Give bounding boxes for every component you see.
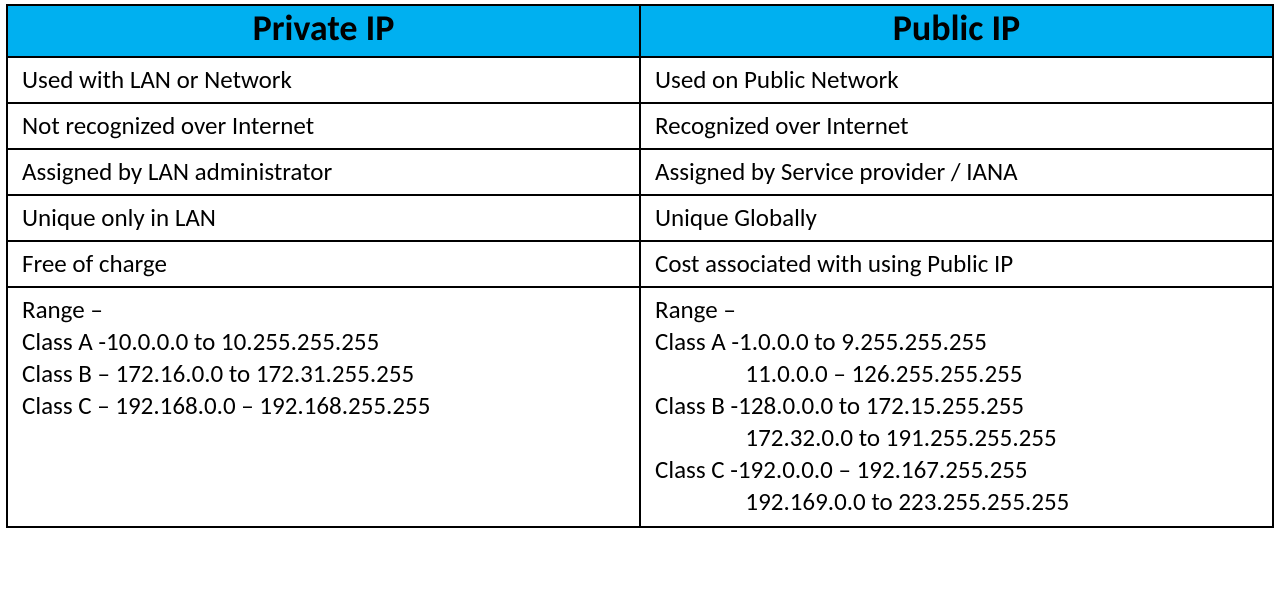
cell-private: Not recognized over Internet	[7, 103, 640, 149]
cell-private: Free of charge	[7, 241, 640, 287]
cell-private-range: Range – Class A -10.0.0.0 to 10.255.255.…	[7, 287, 640, 527]
range-line: Class A -1.0.0.0 to 9.255.255.255	[655, 326, 1260, 358]
range-line: Range –	[22, 294, 627, 326]
range-line: Class C -192.0.0.0 – 192.167.255.255	[655, 454, 1260, 486]
table-row: Not recognized over Internet Recognized …	[7, 103, 1273, 149]
cell-private: Used with LAN or Network	[7, 57, 640, 103]
range-line: Class C – 192.168.0.0 – 192.168.255.255	[22, 390, 627, 422]
cell-public-range: Range – Class A -1.0.0.0 to 9.255.255.25…	[640, 287, 1273, 527]
range-line: 192.169.0.0 to 223.255.255.255	[655, 486, 1260, 518]
range-line: Class A -10.0.0.0 to 10.255.255.255	[22, 326, 627, 358]
cell-public: Cost associated with using Public IP	[640, 241, 1273, 287]
cell-public: Unique Globally	[640, 195, 1273, 241]
range-line: Range –	[655, 294, 1260, 326]
cell-private: Unique only in LAN	[7, 195, 640, 241]
col-header-public: Public IP	[640, 5, 1273, 57]
table-row: Assigned by LAN administrator Assigned b…	[7, 149, 1273, 195]
table-header-row: Private IP Public IP	[7, 5, 1273, 57]
ip-comparison-table: Private IP Public IP Used with LAN or Ne…	[6, 4, 1274, 528]
page-container: Private IP Public IP Used with LAN or Ne…	[0, 0, 1280, 591]
cell-private: Assigned by LAN administrator	[7, 149, 640, 195]
cell-public: Used on Public Network	[640, 57, 1273, 103]
col-header-private: Private IP	[7, 5, 640, 57]
table-row: Used with LAN or Network Used on Public …	[7, 57, 1273, 103]
range-line: 11.0.0.0 – 126.255.255.255	[655, 358, 1260, 390]
table-row: Unique only in LAN Unique Globally	[7, 195, 1273, 241]
range-line: 172.32.0.0 to 191.255.255.255	[655, 422, 1260, 454]
range-line: Class B -128.0.0.0 to 172.15.255.255	[655, 390, 1260, 422]
cell-public: Recognized over Internet	[640, 103, 1273, 149]
cell-public: Assigned by Service provider / IANA	[640, 149, 1273, 195]
table-row: Free of charge Cost associated with usin…	[7, 241, 1273, 287]
table-row-range: Range – Class A -10.0.0.0 to 10.255.255.…	[7, 287, 1273, 527]
range-line: Class B – 172.16.0.0 to 172.31.255.255	[22, 358, 627, 390]
